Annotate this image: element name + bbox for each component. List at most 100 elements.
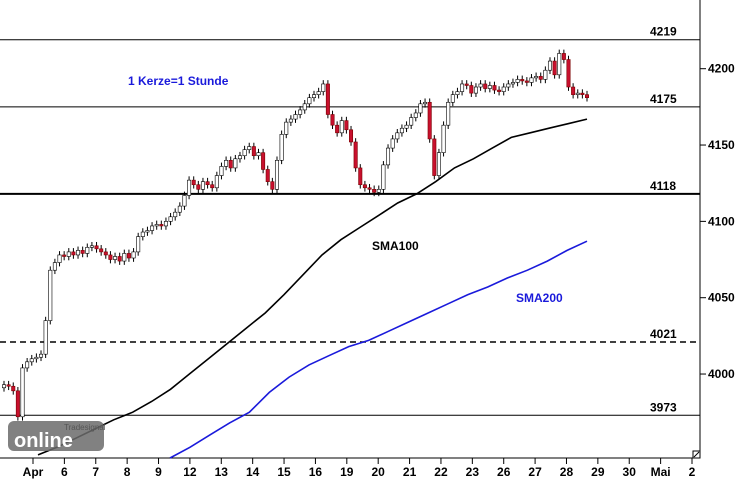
x-tick-label: 14 — [246, 465, 260, 479]
candle-body — [358, 167, 363, 186]
candle-body — [168, 216, 173, 222]
x-tick-label: Apr — [23, 465, 44, 479]
logo-text: online — [14, 430, 73, 452]
sma-lines — [37, 118, 588, 459]
candle-body — [163, 221, 168, 227]
candle-body — [145, 230, 150, 233]
candle-body — [520, 79, 525, 82]
candle-body — [29, 358, 34, 363]
x-tick-label: 15 — [277, 465, 291, 479]
candle-body — [122, 253, 127, 262]
x-tick-label: 28 — [560, 465, 574, 479]
candle-body — [173, 211, 178, 218]
candle-body — [154, 224, 159, 227]
candle-body — [99, 248, 104, 253]
candle-body — [455, 91, 460, 95]
candle-body — [487, 85, 492, 89]
candle-body — [460, 83, 465, 92]
candle-body — [71, 251, 76, 256]
candle-body — [409, 117, 414, 126]
candle-body — [11, 385, 16, 392]
candle-body — [25, 361, 30, 369]
candle-body — [94, 245, 99, 250]
candle-body — [399, 127, 404, 134]
candle-note: 1 Kerze=1 Stunde — [128, 74, 229, 88]
candle-body — [376, 189, 381, 193]
candle-body — [404, 124, 409, 129]
candle-body — [571, 86, 576, 95]
candles — [1, 49, 589, 421]
candle-body — [251, 146, 256, 157]
candle-body — [321, 83, 326, 92]
candle-body — [177, 205, 182, 213]
candle-body — [214, 175, 219, 189]
candle-body — [381, 164, 386, 190]
candle-body — [580, 92, 585, 95]
x-tick-label: 13 — [215, 465, 229, 479]
candle-body — [39, 353, 44, 358]
candle-body — [501, 86, 506, 92]
candle-body — [113, 256, 118, 260]
candle-body — [395, 132, 400, 140]
sma100-line — [37, 118, 588, 456]
level-label-4021: 4021 — [650, 327, 677, 341]
y-tick-label: 4050 — [708, 291, 735, 305]
candle-body — [330, 114, 335, 126]
x-tick-label: 2 — [689, 465, 696, 479]
candle-body — [210, 184, 215, 189]
candle-body — [547, 60, 552, 71]
corner-resize-icon — [692, 450, 701, 459]
candle-body — [136, 236, 141, 253]
sma100-label: SMA100 — [372, 239, 419, 253]
candle-body — [140, 231, 145, 237]
candle-body — [43, 320, 48, 355]
candle-body — [575, 92, 580, 95]
candle-body — [450, 94, 455, 103]
candle-body — [464, 83, 469, 86]
sma200-label: SMA200 — [516, 291, 563, 305]
candle-body — [284, 121, 289, 135]
candle-body — [270, 181, 275, 190]
candle-body — [85, 247, 90, 254]
y-tick-label: 4000 — [708, 367, 735, 381]
candle-body — [126, 253, 131, 259]
candle-body — [524, 80, 529, 83]
candle-body — [335, 124, 340, 134]
candle-body — [228, 160, 233, 169]
candle-body — [529, 77, 534, 83]
level-label-4118: 4118 — [650, 179, 676, 193]
candle-body — [224, 160, 229, 167]
x-tick-label: 23 — [466, 465, 480, 479]
candle-body — [372, 189, 377, 193]
candle-body — [557, 53, 562, 76]
candle-body — [302, 103, 307, 111]
candle-body — [34, 356, 39, 360]
candle-body — [1, 384, 7, 389]
candle-body — [423, 101, 428, 105]
candle-body — [52, 262, 57, 271]
candle-body — [515, 79, 520, 83]
candle-body — [473, 86, 478, 94]
candle-body — [76, 250, 81, 256]
candle-body — [298, 109, 303, 115]
candle-body — [469, 85, 474, 94]
x-tick-label: 8 — [124, 465, 131, 479]
candle-body — [187, 179, 192, 196]
candle-body — [191, 179, 196, 186]
candle-body — [117, 256, 122, 262]
candle-body — [418, 103, 423, 114]
candle-body — [261, 152, 266, 170]
candle-body — [344, 120, 349, 131]
candle-body — [108, 254, 113, 260]
candle-body — [256, 152, 261, 157]
candle-body — [80, 250, 85, 254]
candle-body — [312, 94, 317, 99]
logo-top-text: Tradesignal — [64, 423, 106, 432]
candle-body — [66, 251, 71, 257]
candle-body — [274, 160, 279, 190]
candle-body — [325, 83, 330, 115]
candle-body — [538, 76, 543, 80]
x-tick-label: 29 — [591, 465, 605, 479]
candle-body — [205, 181, 210, 186]
